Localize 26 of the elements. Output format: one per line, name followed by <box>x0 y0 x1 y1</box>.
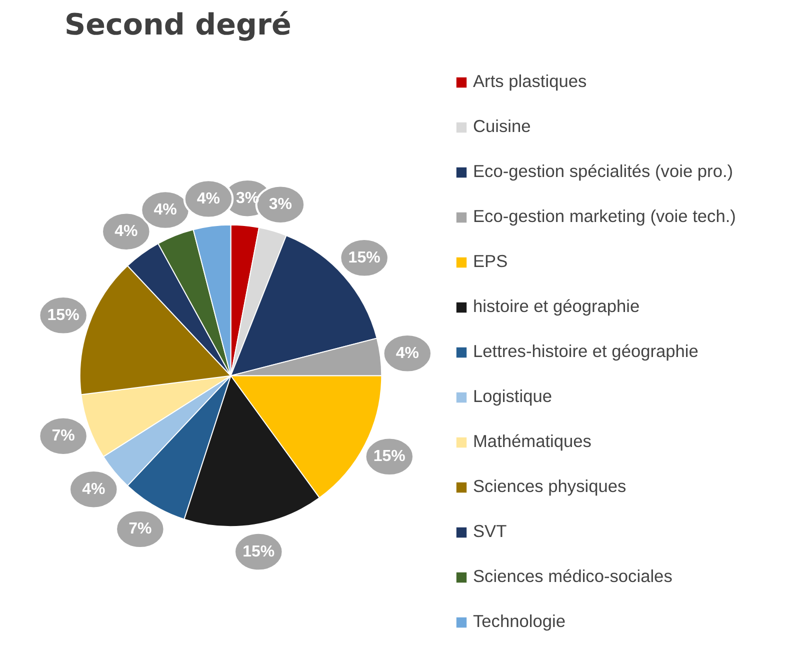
data-label: 15% <box>47 306 80 324</box>
legend-label: Cuisine <box>473 116 531 137</box>
data-label: 4% <box>82 480 106 498</box>
legend-label: Arts plastiques <box>473 71 587 92</box>
legend-label: Lettres-histoire et géographie <box>473 341 698 362</box>
legend-label: Eco-gestion marketing (voie tech.) <box>473 206 736 227</box>
legend-label: Logistique <box>473 386 552 407</box>
legend-label: SVT <box>473 521 507 542</box>
data-label: 4% <box>114 223 138 240</box>
data-label: 4% <box>396 344 419 362</box>
legend-label: Sciences physiques <box>473 476 626 497</box>
legend-label: Eco-gestion spécialités (voie pro.) <box>473 161 734 182</box>
data-label: 15% <box>348 249 380 266</box>
legend-label: Sciences médico-sociales <box>473 566 672 587</box>
legend-label: Mathématiques <box>473 431 592 452</box>
data-label: 4% <box>154 202 177 219</box>
data-label: 15% <box>373 448 406 466</box>
data-label: 3% <box>268 196 292 214</box>
legend-label: Technologie <box>473 611 566 632</box>
chart-title: Second degré <box>64 8 292 42</box>
data-label: 7% <box>128 520 152 538</box>
data-label: 7% <box>52 428 75 445</box>
legend-label: histoire et géographie <box>473 296 640 317</box>
legend-label: EPS <box>473 251 508 272</box>
data-label: 15% <box>242 543 275 560</box>
data-label: 4% <box>196 190 220 208</box>
